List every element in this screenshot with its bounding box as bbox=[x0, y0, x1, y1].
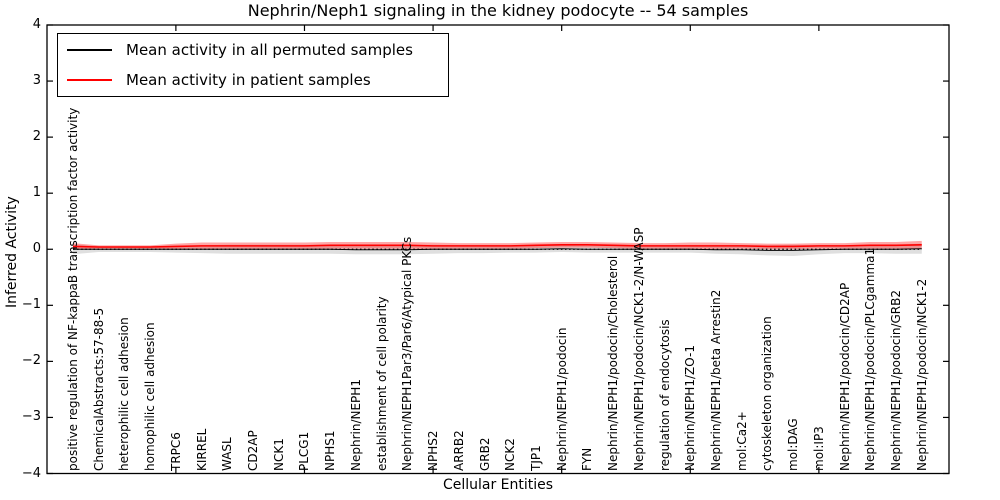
x-entity-label: establishment of cell polarity bbox=[374, 296, 389, 471]
x-entity-label: FYN bbox=[580, 447, 595, 471]
x-entity-label: mol:DAG bbox=[786, 418, 801, 471]
y-tick-label: 2 bbox=[32, 129, 41, 145]
x-entity-label: ChemicalAbstracts:57-88-5 bbox=[91, 307, 106, 471]
x-entity-label: NCK2 bbox=[503, 438, 518, 471]
x-entity-label: heterophilic cell adhesion bbox=[117, 317, 132, 471]
legend-line-sample-black bbox=[67, 49, 112, 52]
x-entity-label: TRPC6 bbox=[168, 432, 183, 471]
x-entity-label: TJP1 bbox=[528, 445, 543, 471]
x-entity-label: Nephrin/NEPH1/podocin bbox=[554, 327, 569, 471]
y-tick-label: 4 bbox=[32, 17, 41, 32]
x-entity-label: Nephrin/NEPH1 bbox=[348, 379, 363, 471]
y-tick-label: 0 bbox=[32, 241, 41, 257]
x-entity-label: NPHS1 bbox=[323, 430, 338, 472]
y-tick-label: 3 bbox=[32, 73, 41, 89]
x-entity-label: NCK1 bbox=[271, 438, 286, 471]
x-entity-label: positive regulation of NF-kappaB transcr… bbox=[66, 107, 80, 471]
x-entity-label: NPHS2 bbox=[426, 430, 441, 472]
x-entity-label: Nephrin/NEPH1/ZO-1 bbox=[683, 345, 698, 471]
legend-item-permuted: Mean activity in all permuted samples bbox=[58, 37, 448, 63]
x-axis-label: Cellular Entities bbox=[442, 477, 554, 493]
legend-line-sample-red bbox=[67, 78, 112, 81]
x-entity-label: ARRB2 bbox=[451, 430, 466, 471]
x-entity-label: mol:IP3 bbox=[811, 426, 826, 471]
x-entity-label: CD2AP bbox=[246, 430, 261, 471]
x-entity-label: mol:Ca2+ bbox=[734, 411, 749, 471]
x-entity-label: GRB2 bbox=[477, 437, 492, 471]
chart-title: Nephrin/Neph1 signaling in the kidney po… bbox=[247, 1, 749, 20]
x-entity-label: WASL bbox=[220, 437, 235, 471]
y-tick-label: 1 bbox=[32, 185, 41, 201]
x-entity-label: Nephrin/NEPH1/podocin/NCK1-2 bbox=[914, 278, 929, 471]
y-tick-label: −1 bbox=[21, 297, 41, 313]
x-entity-label: KIRREL bbox=[194, 428, 209, 471]
x-entity-label: Nephrin/NEPH1/podocin/Cholesterol bbox=[606, 255, 621, 471]
y-tick-label: −2 bbox=[21, 353, 41, 369]
x-entity-label: Nephrin/NEPH1/podocin/NCK1-2/N-WASP bbox=[631, 227, 646, 471]
x-entity-label: Nephrin/NEPH1/podocin/CD2AP bbox=[837, 282, 852, 471]
y-tick-label: −3 bbox=[21, 409, 41, 425]
legend-item-patient: Mean activity in patient samples bbox=[58, 67, 448, 93]
legend-label: Mean activity in patient samples bbox=[126, 70, 371, 89]
legend: Mean activity in all permuted samples Me… bbox=[57, 33, 449, 97]
legend-label: Mean activity in all permuted samples bbox=[126, 41, 413, 60]
x-entity-label: Nephrin/NEPH1/podocin/PLCgamma1 bbox=[863, 247, 878, 471]
x-entity-label: Nephrin/NEPH1/podocin/GRB2 bbox=[889, 290, 904, 471]
x-entity-label: Nephrin/NEPH1Par3/Par6/Atypical PKCs bbox=[400, 236, 415, 471]
x-entity-label: Nephrin/NEPH1/beta Arrestin2 bbox=[709, 289, 723, 471]
permuted-mean-line bbox=[73, 248, 922, 251]
x-entity-label: PLCG1 bbox=[297, 431, 312, 471]
x-entity-label: regulation of endocytosis bbox=[657, 319, 672, 471]
permuted-band bbox=[73, 243, 922, 256]
x-entity-label: cytoskeleton organization bbox=[760, 316, 775, 471]
patient-mean-line bbox=[72, 243, 922, 248]
y-tick-label: −4 bbox=[21, 465, 41, 481]
x-entity-label: homophilic cell adhesion bbox=[143, 322, 158, 471]
